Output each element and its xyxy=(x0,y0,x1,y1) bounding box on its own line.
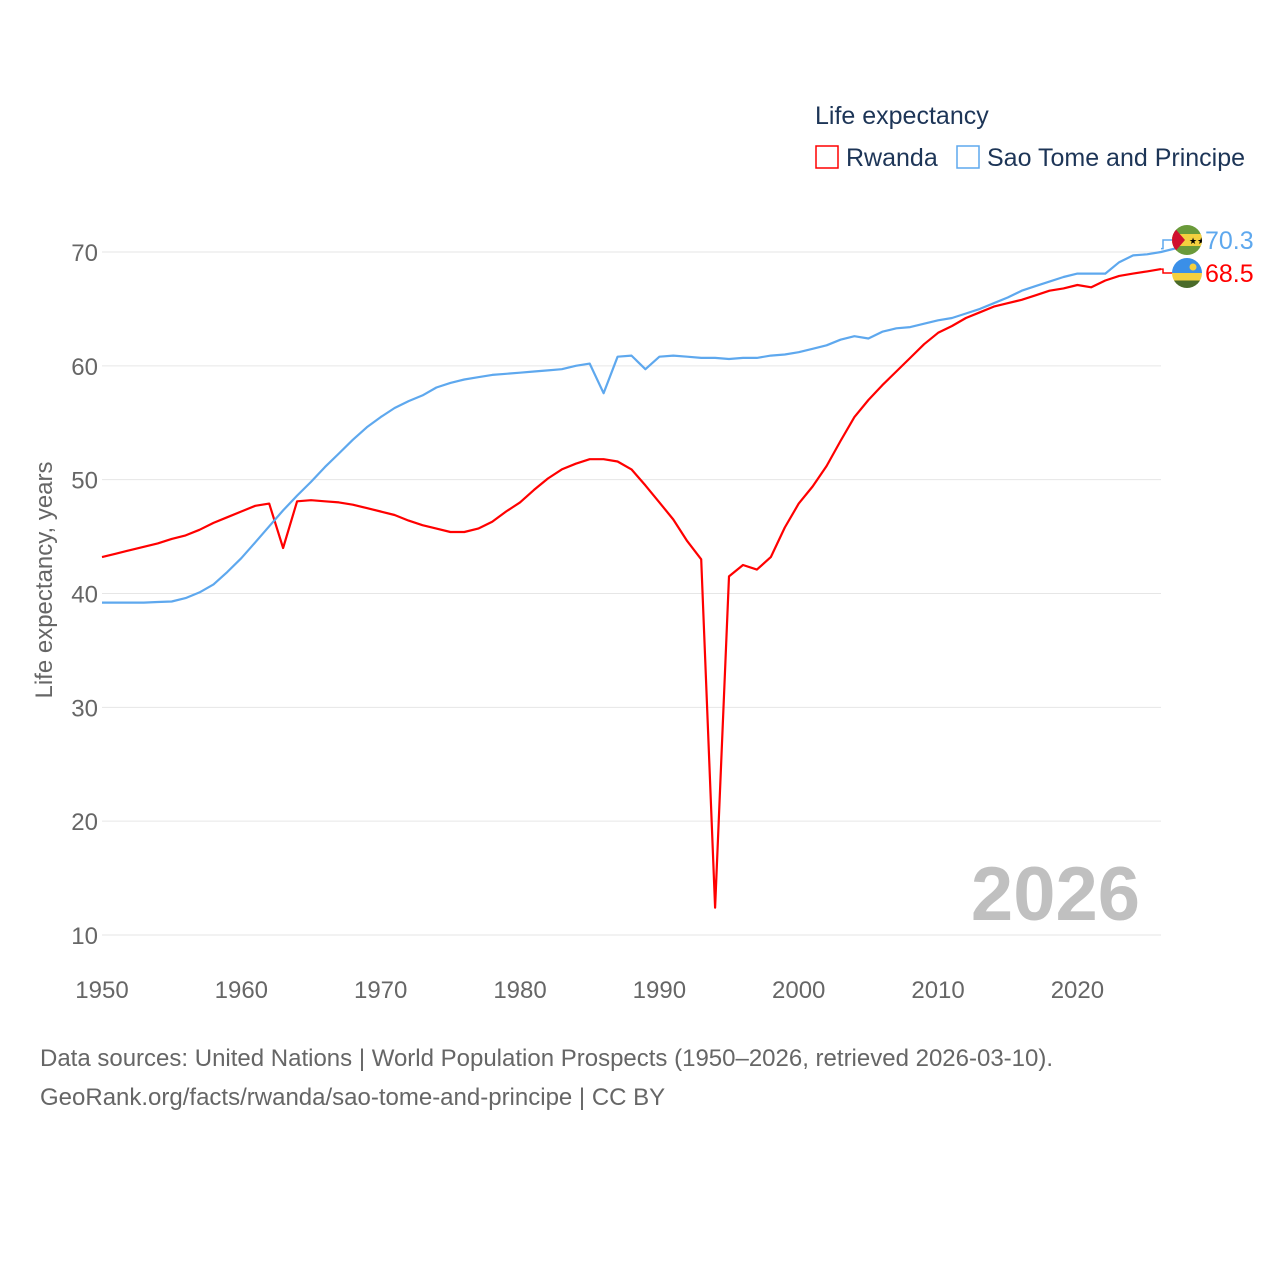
svg-text:★★: ★★ xyxy=(1189,236,1205,246)
x-tick-label: 2020 xyxy=(1051,977,1104,1004)
y-tick-label: 30 xyxy=(71,695,98,722)
end-connector xyxy=(1161,268,1173,274)
legend-swatch-rwanda xyxy=(815,145,839,169)
y-tick-label: 50 xyxy=(71,468,98,495)
x-tick-label: 1980 xyxy=(493,977,546,1004)
x-tick-label: 1990 xyxy=(633,977,686,1004)
end-value-label: 70.3 xyxy=(1205,227,1254,255)
source-line-1: Data sources: United Nations | World Pop… xyxy=(40,1045,1054,1072)
series-line-rwanda[interactable] xyxy=(101,268,1162,909)
end-connector xyxy=(1161,239,1173,250)
legend-item-rwanda[interactable]: Rwanda xyxy=(815,144,938,172)
x-tick-label: 2000 xyxy=(772,977,825,1004)
legend: Life expectancy Rwanda Sao Tome and Prin… xyxy=(815,102,1245,172)
legend-label-sao-tome: Sao Tome and Principe xyxy=(987,144,1245,172)
end-value-label: 68.5 xyxy=(1205,260,1254,288)
legend-item-sao-tome[interactable]: Sao Tome and Principe xyxy=(956,144,1245,172)
line-chart: 10 20 30 40 50 60 70 1950 1960 1970 1980 1990 2000 2… xyxy=(31,102,1254,1004)
y-tick-label: 60 xyxy=(71,354,98,381)
legend-swatch-sao-tome xyxy=(956,145,980,169)
year-watermark: 2026 xyxy=(971,852,1140,937)
rwanda-flag-icon xyxy=(1172,258,1202,288)
x-tick-label: 1960 xyxy=(215,977,268,1004)
legend-label-rwanda: Rwanda xyxy=(846,144,938,172)
x-tick-label: 2010 xyxy=(911,977,964,1004)
source-line-2[interactable]: GeoRank.org/facts/rwanda/sao-tome-and-pr… xyxy=(40,1084,666,1111)
sao-tome-flag-icon: ★★ xyxy=(1172,225,1205,255)
y-tick-label: 40 xyxy=(71,582,98,609)
y-tick-label: 10 xyxy=(71,923,98,950)
y-tick-label: 70 xyxy=(71,240,98,267)
x-tick-label: 1970 xyxy=(354,977,407,1004)
y-tick-label: 20 xyxy=(71,809,98,836)
series-line-sao-tome[interactable] xyxy=(102,247,1176,604)
x-tick-label: 1950 xyxy=(75,977,128,1004)
y-axis-label: Life expectancy, years xyxy=(31,461,58,698)
legend-title: Life expectancy xyxy=(815,102,989,130)
